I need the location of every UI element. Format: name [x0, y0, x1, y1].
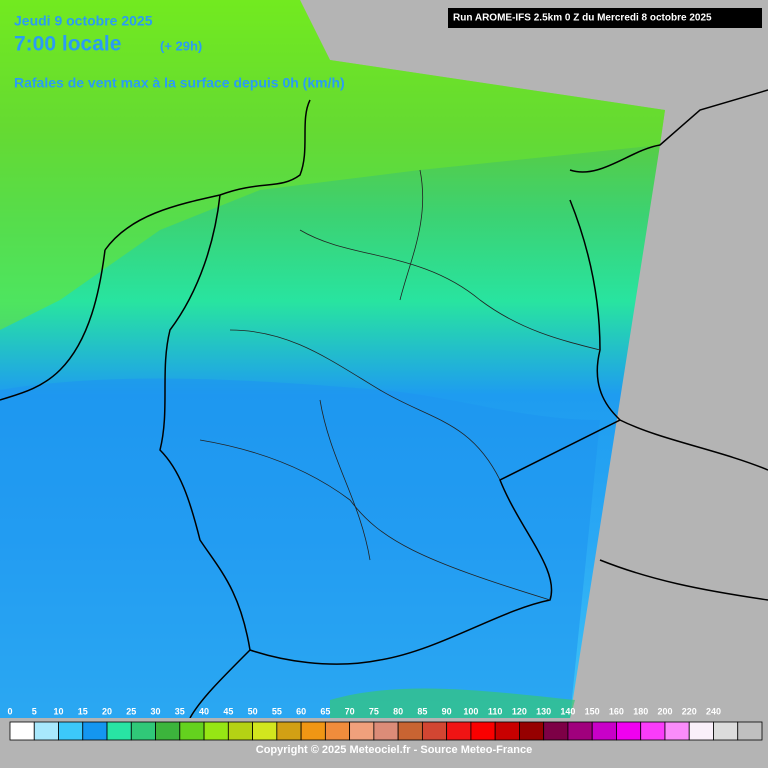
legend-swatch [373, 721, 399, 741]
coastline [0, 249, 106, 401]
legend-label: 85 [417, 706, 427, 716]
legend-label: 220 [682, 706, 697, 716]
austria-border [599, 559, 768, 601]
legend-swatch [179, 721, 205, 741]
legend-label: 5 [32, 706, 37, 716]
legend-swatch [713, 721, 739, 741]
legend-label: 240 [706, 706, 721, 716]
legend-swatch [470, 721, 496, 741]
copyright: Copyright © 2025 Meteociel.fr - Source M… [256, 744, 532, 756]
legend-label: 140 [560, 706, 575, 716]
western-border [159, 194, 251, 651]
legend-label: 180 [633, 706, 648, 716]
legend-swatch [737, 721, 763, 741]
legend: 0 5 10 15 20 25 30 35 40 45 50 55 60 65 70 75 80 85 90 100 1… [0, 706, 768, 768]
coastline [104, 99, 311, 251]
legend-swatch [567, 721, 593, 741]
alps-area [330, 688, 575, 718]
legend-swatch [203, 721, 229, 741]
legend-swatch [106, 721, 132, 741]
legend-label: 90 [442, 706, 452, 716]
strong-gust-area [0, 0, 665, 330]
forecast-offset: (+ 29h) [160, 38, 202, 53]
legend-swatch [421, 721, 448, 741]
legend-label: 55 [272, 706, 282, 716]
legend-swatch [227, 721, 253, 741]
legend-swatch [9, 721, 35, 741]
weak-gust-area [0, 378, 600, 718]
legend-swatch [519, 721, 545, 741]
legend-label: 150 [585, 706, 600, 716]
legend-label: 200 [657, 706, 672, 716]
czech-border [619, 419, 768, 471]
legend-swatch [543, 721, 569, 741]
legend-swatch [616, 721, 642, 741]
swiss-border [189, 649, 251, 719]
legend-swatch [252, 721, 278, 741]
legend-swatch [591, 721, 617, 741]
legend-label: 75 [369, 706, 379, 716]
valid-time: 7:00 locale [14, 33, 121, 56]
legend-swatch [664, 721, 690, 741]
legend-label: 110 [488, 706, 503, 716]
legend-label: 80 [393, 706, 403, 716]
legend-swatch [276, 721, 302, 741]
legend-swatch [349, 721, 375, 741]
legend-label: 120 [512, 706, 527, 716]
run-box [448, 8, 762, 28]
legend-swatch [82, 721, 108, 741]
legend-label: 40 [199, 706, 209, 716]
legend-swatch [640, 721, 666, 741]
legend-label: 100 [463, 706, 478, 716]
legend-swatch [494, 721, 520, 741]
legend-swatch [130, 721, 156, 741]
legend-label: 20 [102, 706, 112, 716]
coastline [569, 89, 768, 173]
legend-label: 160 [609, 706, 624, 716]
legend-swatch [397, 721, 423, 741]
legend-swatch [33, 721, 59, 741]
legend-label: 130 [536, 706, 551, 716]
legend-label: 50 [248, 706, 258, 716]
parameter: Rafales de vent max à la surface depuis … [14, 75, 345, 91]
legend-label: 35 [175, 706, 185, 716]
legend-swatch [58, 721, 84, 741]
legend-label: 65 [320, 706, 330, 716]
legend-swatch [324, 721, 351, 741]
legend-swatch [155, 721, 181, 741]
legend-label: 15 [78, 706, 88, 716]
valid-date: Jeudi 9 octobre 2025 [14, 13, 153, 29]
legend-swatch [688, 721, 714, 741]
run-info: Run AROME-IFS 2.5km 0 Z du Mercredi 8 oc… [453, 13, 712, 24]
legend-label: 45 [223, 706, 233, 716]
legend-label: 25 [126, 706, 136, 716]
legend-label: 60 [296, 706, 306, 716]
legend-swatch [300, 721, 326, 741]
regional-borders [199, 169, 601, 601]
legend-label: 70 [345, 706, 355, 716]
legend-swatch [446, 721, 472, 741]
legend-label: 30 [151, 706, 161, 716]
legend-label: 10 [54, 706, 64, 716]
legend-label: 0 [7, 706, 12, 716]
